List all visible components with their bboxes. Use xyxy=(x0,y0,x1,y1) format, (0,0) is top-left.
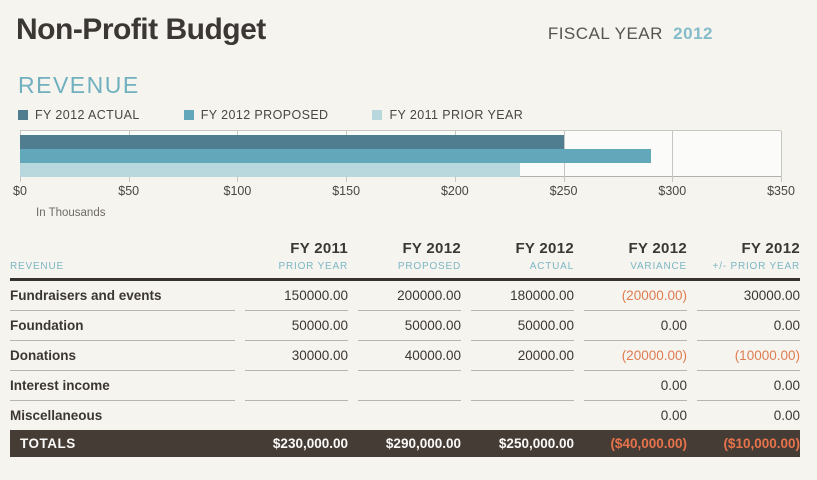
legend-item: FY 2011 PRIOR YEAR xyxy=(372,108,523,122)
value-cell[interactable]: 0.00 xyxy=(697,311,800,341)
value-cell[interactable] xyxy=(358,401,461,430)
fiscal-year: FISCAL YEAR 2012 xyxy=(548,24,713,44)
totals-value-cell[interactable]: $250,000.00 xyxy=(498,436,574,451)
value-cell[interactable]: 50000.00 xyxy=(358,311,461,341)
value-cell[interactable]: 200000.00 xyxy=(358,281,461,311)
table-header: REVENUE FY 2011 PRIOR YEAR FY 2012 PROPOSED F… xyxy=(10,240,800,281)
revenue-table: REVENUE FY 2011 PRIOR YEAR FY 2012 PROPOSED F… xyxy=(10,240,800,457)
table-header-cell: FY 2012 VARIANCE xyxy=(584,240,687,272)
value-cell[interactable]: 50000.00 xyxy=(471,311,574,341)
chart-bar xyxy=(20,163,521,177)
legend-swatch-icon xyxy=(183,110,194,120)
table-row: Foundation 50000.00 50000.00 50000.00 0.00 0.… xyxy=(10,311,800,341)
value-cell[interactable] xyxy=(471,371,574,401)
value-cell[interactable]: 0.00 xyxy=(584,371,687,401)
header-year-label: FY 2012 xyxy=(628,240,687,257)
chart-gridline xyxy=(672,131,674,182)
chart-units-note: In Thousands xyxy=(36,207,106,219)
value-cell[interactable]: 0.00 xyxy=(773,408,800,423)
row-label-cell[interactable]: Miscellaneous xyxy=(10,408,103,423)
totals-value-cell[interactable]: $290,000.00 xyxy=(385,436,461,451)
table-header-cell: REVENUE xyxy=(10,257,235,272)
chart-axis-labels: $0 $50 $100 $150 $200 $250 $300 $350 xyxy=(13,184,795,199)
header-sub-label: ACTUAL xyxy=(529,261,574,272)
chart-legend: FY 2012 ACTUAL FY 2012 PROPOSED FY 2011 PR… xyxy=(18,108,817,122)
chart-plot-area xyxy=(20,130,782,182)
chart-bar xyxy=(20,135,564,149)
value-cell[interactable]: 40000.00 xyxy=(358,341,461,371)
table-row: Miscellaneous 0.00 0.00 xyxy=(10,401,800,430)
legend-label: FY 2012 PROPOSED xyxy=(200,108,329,122)
table-header-cell: FY 2012 ACTUAL xyxy=(471,240,574,272)
value-cell[interactable] xyxy=(245,401,348,430)
value-cell[interactable] xyxy=(245,371,348,401)
value-cell[interactable] xyxy=(471,401,574,430)
chart-tick-label: $250 xyxy=(549,184,578,198)
value-cell[interactable]: (10000.00) xyxy=(697,341,800,371)
fiscal-year-value: 2012 xyxy=(673,24,713,43)
header-sub-label: +/- PRIOR YEAR xyxy=(712,261,800,272)
table-header-cell: FY 2012 PROPOSED xyxy=(358,240,461,272)
revenue-section-title: REVENUE xyxy=(18,72,140,98)
value-cell[interactable]: 0.00 xyxy=(584,311,687,341)
value-cell[interactable]: 0.00 xyxy=(660,408,687,423)
table-row: Fundraisers and events 150000.00 200000.00… xyxy=(10,281,800,311)
value-cell[interactable]: 30000.00 xyxy=(697,281,800,311)
chart-bar xyxy=(20,149,651,163)
legend-label: FY 2012 ACTUAL xyxy=(35,108,140,122)
value-cell[interactable]: 180000.00 xyxy=(471,281,574,311)
value-cell[interactable]: (20000.00) xyxy=(584,281,687,311)
row-label-cell[interactable]: Interest income xyxy=(10,371,235,401)
legend-label: FY 2011 PRIOR YEAR xyxy=(389,108,524,122)
header-sub-label: VARIANCE xyxy=(630,261,687,272)
totals-value-cell[interactable]: ($10,000.00) xyxy=(723,436,800,451)
table-body: Fundraisers and events 150000.00 200000.00… xyxy=(10,281,800,430)
row-label-cell[interactable]: Fundraisers and events xyxy=(10,281,235,311)
legend-item: FY 2012 ACTUAL xyxy=(18,108,140,122)
value-cell[interactable]: 20000.00 xyxy=(471,341,574,371)
table-header-cell: FY 2011 PRIOR YEAR xyxy=(245,240,348,272)
header-sub-label: REVENUE xyxy=(10,261,64,272)
legend-swatch-icon xyxy=(18,110,28,120)
fiscal-year-label: FISCAL YEAR xyxy=(547,24,663,43)
header: Non-Profit Budget FISCAL YEAR 2012 xyxy=(0,0,817,47)
chart-gridline xyxy=(781,131,782,182)
chart-tick-label: $200 xyxy=(440,184,469,198)
page-title: Non-Profit Budget xyxy=(16,13,266,46)
header-sub-label: PROPOSED xyxy=(397,261,461,272)
header-year-label: FY 2011 xyxy=(290,240,348,257)
table-row: Donations 30000.00 40000.00 20000.00 (20000.… xyxy=(10,341,800,371)
chart-tick-label: $100 xyxy=(223,184,252,198)
row-label-cell[interactable]: Donations xyxy=(10,341,235,371)
table-row: Interest income 0.00 0.00 xyxy=(10,371,800,401)
totals-label-cell[interactable]: TOTALS xyxy=(20,436,76,451)
chart-tick-label: $300 xyxy=(658,184,687,198)
value-cell[interactable]: 30000.00 xyxy=(245,341,348,371)
chart-tick-label: $150 xyxy=(332,184,361,198)
value-cell[interactable] xyxy=(358,371,461,401)
value-cell[interactable]: 150000.00 xyxy=(245,281,348,311)
header-year-label: FY 2012 xyxy=(741,240,800,257)
header-sub-label: PRIOR YEAR xyxy=(278,261,348,272)
revenue-chart: $0 $50 $100 $150 $200 $250 $300 $350 In Thousan… xyxy=(13,130,795,219)
value-cell[interactable]: (20000.00) xyxy=(584,341,687,371)
chart-tick-label: $50 xyxy=(118,184,140,198)
chart-bars xyxy=(20,135,781,177)
value-cell[interactable]: 50000.00 xyxy=(245,311,348,341)
header-year-label: FY 2012 xyxy=(402,240,461,257)
totals-value-cell[interactable]: ($40,000.00) xyxy=(610,436,687,451)
chart-tick-label: $0 xyxy=(13,184,27,198)
table-header-cell: FY 2012 +/- PRIOR YEAR xyxy=(697,240,800,272)
row-label-cell[interactable]: Foundation xyxy=(10,311,235,341)
legend-item: FY 2012 PROPOSED xyxy=(183,108,329,122)
totals-row: TOTALS $230,000.00 $290,000.00 $250,000.00 (… xyxy=(10,430,800,457)
header-year-label: FY 2012 xyxy=(515,240,574,257)
totals-value-cell[interactable]: $230,000.00 xyxy=(272,436,348,451)
value-cell[interactable]: 0.00 xyxy=(697,371,800,401)
chart-tick-label: $350 xyxy=(767,184,795,198)
legend-swatch-icon xyxy=(372,110,383,120)
